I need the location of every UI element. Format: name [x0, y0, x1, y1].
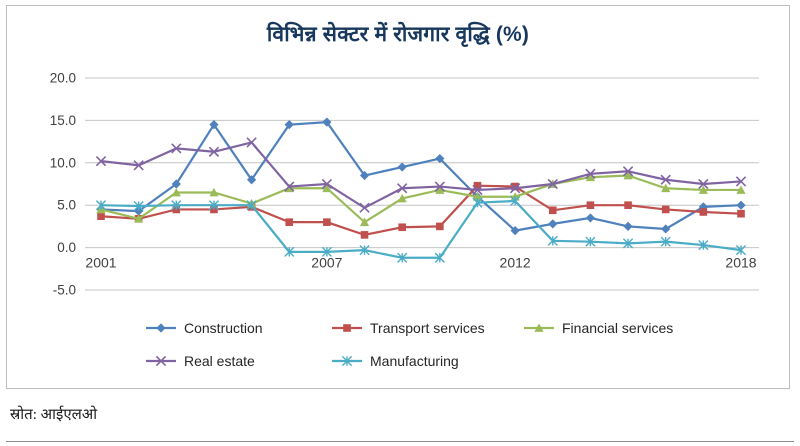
- line-chart-plot: 20.0 15.0 10.0 5.0 0.0 -5.0 2001 2007 2012 2018: [50, 71, 759, 298]
- series-real-estate: [95, 137, 747, 213]
- x-axis-labels: 2001 2007 2012 2018: [85, 255, 756, 271]
- series-financial-services: [96, 170, 746, 227]
- legend-x-marker-icon: [146, 355, 176, 367]
- svg-text:2001: 2001: [85, 255, 116, 271]
- svg-text:2007: 2007: [311, 255, 342, 271]
- y-axis-labels: 20.0 15.0 10.0 5.0 0.0 -5.0: [50, 71, 76, 298]
- legend-label: Financial services: [562, 320, 674, 336]
- svg-text:2012: 2012: [500, 255, 531, 271]
- legend-label: Manufacturing: [370, 353, 459, 369]
- legend-item-construction: Construction: [145, 320, 331, 336]
- legend-item-manufacturing: Manufacturing: [331, 353, 523, 369]
- legend-square-marker-icon: [332, 324, 362, 332]
- legend-label: Real estate: [184, 353, 255, 369]
- series-manufacturing: [95, 195, 747, 263]
- bottom-divider: [6, 441, 794, 442]
- svg-text:2018: 2018: [725, 255, 756, 271]
- employment-growth-chart: विभिन्न सेक्टर में रोजगार वृद्धि (%) 20.…: [6, 5, 790, 389]
- legend-item-real-estate: Real estate: [145, 353, 331, 369]
- svg-text:5.0: 5.0: [57, 198, 76, 213]
- svg-text:15.0: 15.0: [50, 113, 76, 128]
- svg-text:10.0: 10.0: [50, 155, 76, 170]
- svg-text:20.0: 20.0: [50, 71, 76, 86]
- legend-triangle-marker-icon: [524, 323, 554, 332]
- series-transport-services: [97, 181, 745, 239]
- chart-title: विभिन्न सेक्टर में रोजगार वृद्धि (%): [266, 23, 530, 46]
- svg-text:-5.0: -5.0: [53, 283, 76, 298]
- legend-diamond-marker-icon: [146, 323, 176, 333]
- source-note: स्रोत: आईएलओ: [10, 407, 98, 423]
- legend-item-transport-services: Transport services: [331, 320, 523, 336]
- legend-item-financial-services: Financial services: [523, 320, 673, 336]
- legend-label: Construction: [184, 320, 263, 336]
- legend-star-marker-icon: [332, 355, 362, 367]
- legend-label: Transport services: [370, 320, 485, 336]
- svg-text:0.0: 0.0: [57, 240, 76, 255]
- chart-legend: Construction Transport services Financial …: [145, 320, 673, 369]
